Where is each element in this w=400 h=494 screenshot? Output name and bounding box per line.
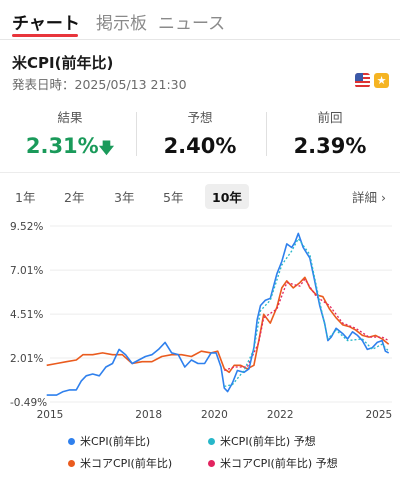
- y-tick-label: 9.52%: [10, 221, 43, 233]
- stat-previous: 前回 2.39%: [264, 107, 396, 158]
- series-line-3: [224, 278, 390, 372]
- tab-chart[interactable]: チャート: [12, 14, 80, 34]
- legend-item-cpi-forecast[interactable]: 米CPI(前年比) 予想: [208, 433, 316, 449]
- x-tick-label: 2018: [135, 409, 162, 421]
- series-line-2: [46, 276, 390, 374]
- x-tick-label: 2022: [267, 409, 294, 421]
- active-tab-indicator: [12, 34, 78, 37]
- legend-label: 米コアCPI(前年比) 予想: [220, 457, 338, 470]
- legend-dot-icon: [208, 460, 215, 467]
- star-icon[interactable]: ★: [374, 73, 389, 88]
- announce-label: 発表日時：: [12, 77, 75, 92]
- series-line-0: [46, 232, 390, 396]
- x-tick-label: 2025: [365, 409, 392, 421]
- stat-result: 結果 2.31%🡇: [4, 107, 136, 163]
- stat-previous-label: 前回: [317, 110, 343, 125]
- legend-item-core-cpi[interactable]: 米コアCPI(前年比): [68, 455, 172, 471]
- y-tick-label: 2.01%: [10, 353, 43, 365]
- stat-result-label: 結果: [57, 110, 83, 125]
- stat-separator: [136, 112, 137, 156]
- chevron-right-icon: ›: [381, 190, 386, 205]
- legend-label: 米CPI(前年比): [80, 435, 151, 448]
- range-2y[interactable]: 2年: [64, 190, 85, 205]
- legend-dot-icon: [68, 438, 75, 445]
- stat-result-value: 2.31%🡇: [4, 134, 136, 163]
- x-tick-label: 2015: [37, 409, 64, 421]
- series-line-1: [224, 238, 390, 388]
- range-1y[interactable]: 1年: [15, 190, 36, 205]
- cpi-line-chart[interactable]: 9.52% 7.01% 4.51% 2.01% -0.49%2015 2018 2020 20…: [0, 214, 400, 424]
- legend-dot-icon: [68, 460, 75, 467]
- legend-item-core-cpi-forecast[interactable]: 米コアCPI(前年比) 予想: [208, 455, 338, 471]
- indicator-title: 米CPI(前年比): [12, 54, 114, 72]
- legend-label: 米CPI(前年比) 予想: [220, 435, 316, 448]
- y-tick-label: 7.01%: [10, 265, 43, 277]
- range-10y[interactable]: 10年: [205, 184, 249, 209]
- detail-link[interactable]: 詳細 ›: [352, 187, 386, 206]
- range-3y[interactable]: 3年: [114, 190, 135, 205]
- announce-datetime: 発表日時：2025/05/13 21:30: [12, 74, 187, 93]
- y-tick-label: 4.51%: [10, 309, 43, 321]
- stat-forecast-label: 予想: [187, 110, 213, 125]
- section-divider: [0, 172, 400, 173]
- arrow-down-icon: 🡇: [98, 139, 115, 157]
- result-value-text: 2.31%: [25, 134, 99, 158]
- legend-item-cpi[interactable]: 米CPI(前年比): [68, 433, 150, 449]
- legend-label: 米コアCPI(前年比): [80, 457, 173, 470]
- tab-divider: [0, 39, 400, 40]
- stat-separator: [266, 112, 267, 156]
- stat-forecast-value: 2.40%: [163, 134, 237, 158]
- x-tick-label: 2020: [201, 409, 228, 421]
- us-flag-icon: [355, 73, 370, 88]
- y-tick-label: -0.49%: [10, 397, 47, 409]
- stat-previous-value: 2.39%: [293, 134, 367, 158]
- legend-dot-icon: [208, 438, 215, 445]
- detail-label: 詳細: [352, 190, 378, 205]
- top-tab-bar: チャート 掲示板 ニュース: [0, 0, 400, 40]
- range-5y[interactable]: 5年: [163, 190, 184, 205]
- announce-value: 2025/05/13 21:30: [74, 77, 187, 92]
- tab-news[interactable]: ニュース: [158, 14, 226, 34]
- stat-forecast: 予想 2.40%: [134, 107, 266, 158]
- tab-board[interactable]: 掲示板: [96, 14, 147, 34]
